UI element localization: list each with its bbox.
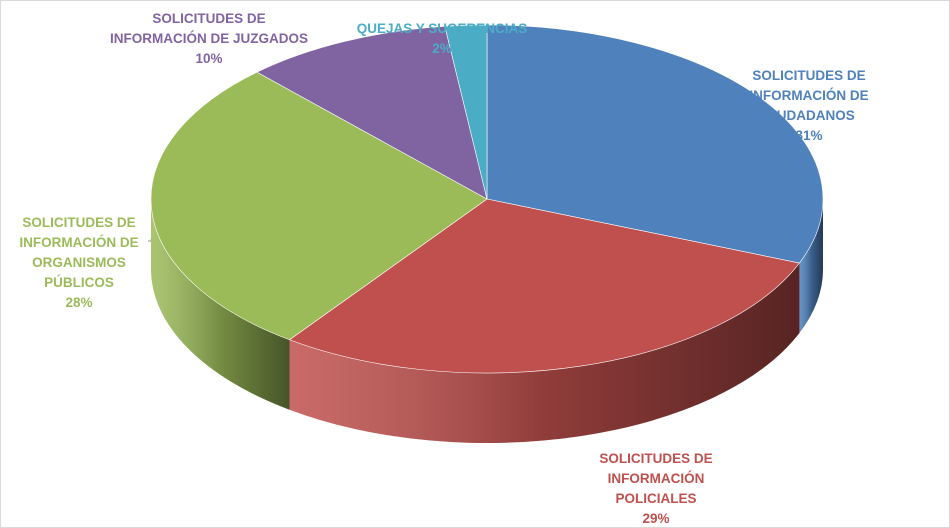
slice — [486, 24, 824, 264]
data-label: SOLICITUDES DE INFORMACIÓN POLICIALES 29% — [576, 449, 736, 527]
slice — [444, 24, 488, 200]
category-label: SOLICITUDES DE INFORMACIÓN DE JUZGADOS — [109, 11, 308, 46]
pie-sides — [151, 199, 823, 444]
value-label: 29% — [642, 511, 670, 526]
data-label: SOLICITUDES DE INFORMACIÓN DE CIUDADANOS… — [714, 66, 904, 146]
category-label: QUEJAS Y SUGERENCIAS — [356, 21, 528, 36]
value-label: 28% — [65, 295, 93, 310]
slice — [256, 26, 488, 200]
data-label: SOLICITUDES DE INFORMACIÓN DE ORGANISMOS… — [4, 213, 154, 313]
slice-side-shade — [289, 263, 800, 444]
data-label: QUEJAS Y SUGERENCIAS 2% — [327, 19, 557, 59]
value-label: 10% — [195, 51, 223, 66]
slice — [288, 198, 800, 374]
slice-side-shade — [151, 199, 290, 410]
category-label: SOLICITUDES DE INFORMACIÓN DE ORGANISMOS… — [19, 215, 139, 290]
data-label: SOLICITUDES DE INFORMACIÓN DE JUZGADOS 10… — [109, 9, 309, 69]
category-label: SOLICITUDES DE INFORMACIÓN DE CIUDADANOS — [749, 68, 869, 123]
category-label: SOLICITUDES DE INFORMACIÓN POLICIALES — [599, 451, 713, 506]
value-label: 2% — [432, 41, 452, 56]
value-label: 31% — [795, 128, 823, 143]
slice — [150, 71, 488, 341]
